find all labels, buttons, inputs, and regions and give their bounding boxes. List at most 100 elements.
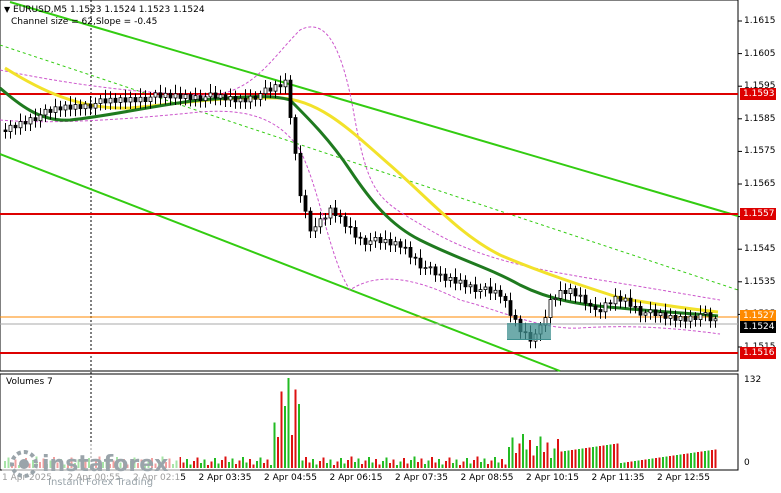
volume-bar <box>609 444 612 468</box>
time-axis-label: 2 Apr 10:15 <box>526 473 579 483</box>
volume-bar <box>305 457 307 468</box>
volume-bar <box>406 463 409 468</box>
volume-bar <box>280 391 283 468</box>
candle-body <box>403 246 408 249</box>
candle-body <box>98 98 103 104</box>
volume-bar <box>364 460 367 468</box>
candle-body <box>593 305 598 310</box>
volume-bar <box>515 453 517 468</box>
time-axis-label: 2 Apr 07:35 <box>395 473 448 483</box>
candle-body <box>638 305 643 316</box>
price-axis-ticks <box>738 20 742 348</box>
volume-bar <box>536 446 538 468</box>
time-axis-label: 2 Apr 11:35 <box>591 473 645 483</box>
volume-bar <box>312 459 314 468</box>
candle-body <box>443 273 448 281</box>
chart-header: ▼ EURUSD,M5 1.1523 1.1524 1.1523 1.1524 <box>4 4 205 16</box>
candle-body <box>243 97 248 103</box>
volume-bar <box>560 451 563 468</box>
candle-body <box>13 124 18 129</box>
volume-bar <box>298 404 300 468</box>
volume-bar <box>578 449 580 468</box>
volume-bar <box>221 460 223 468</box>
candle-body <box>658 312 663 317</box>
volume-bar <box>634 461 636 468</box>
channel-upper-line[interactable] <box>9 1 739 217</box>
candle-body <box>623 297 628 302</box>
volume-bar <box>354 462 356 468</box>
candle-body <box>118 97 123 103</box>
volume-bar <box>266 459 269 468</box>
candle-body <box>428 266 433 269</box>
volume-bar <box>550 458 552 468</box>
volume-bar <box>518 443 521 468</box>
volume-bar <box>417 462 419 468</box>
volume-bar <box>648 459 650 468</box>
volume-bar <box>228 462 230 468</box>
candle-body <box>238 97 243 103</box>
dropdown-triangle-icon[interactable]: ▼ <box>4 5 11 14</box>
candle-body <box>33 117 38 122</box>
volume-bar <box>287 378 290 468</box>
price-tag-current: 1.1524 <box>740 321 776 333</box>
volume-bar <box>273 422 276 468</box>
volume-bar <box>553 448 556 468</box>
volume-bar <box>217 463 220 468</box>
volume-bar <box>448 457 451 468</box>
volume-bar <box>693 452 696 468</box>
price-tag-resistance-mid: 1.1557 <box>740 208 776 220</box>
volume-bar <box>630 461 633 468</box>
time-axis-label: 2 Apr 12:55 <box>657 473 710 483</box>
candle-body <box>58 106 63 111</box>
volume-bar <box>347 460 349 468</box>
candle-body <box>113 97 118 103</box>
volume-bar <box>564 451 566 468</box>
candle-body <box>193 95 198 100</box>
candle-body <box>628 297 633 307</box>
candle-body <box>383 238 388 244</box>
volume-bar <box>532 455 535 468</box>
volume-bar <box>690 453 692 468</box>
volume-bar <box>599 446 601 468</box>
volume-bar <box>613 444 615 468</box>
volume-bar <box>252 464 255 468</box>
channel-lower-line[interactable] <box>0 153 561 372</box>
candle-body <box>348 225 353 228</box>
candle-body <box>73 104 78 110</box>
volume-bar <box>438 459 440 468</box>
volume-scale-min: 0 <box>744 458 750 468</box>
price-axis-label: 1.1575 <box>744 146 776 157</box>
indicator-line: Channel size = 62,Slope = -0.45 <box>11 17 158 27</box>
volume-bar <box>207 465 209 468</box>
volume-bar <box>651 458 654 468</box>
candle-body <box>418 257 423 269</box>
candle-body <box>223 94 228 101</box>
volume-bar <box>697 452 699 468</box>
candle-body <box>643 312 648 316</box>
candle-body <box>453 276 458 284</box>
candle-body <box>188 94 193 100</box>
candlesticks[interactable] <box>3 73 718 349</box>
volume-bar <box>420 458 423 468</box>
volume-bar <box>606 445 608 468</box>
candle-body <box>613 295 618 305</box>
volume-bar <box>277 437 279 468</box>
volume-bar <box>245 462 248 468</box>
candle-body <box>558 289 563 299</box>
volume-bar <box>571 450 573 468</box>
volume-bar <box>602 445 605 468</box>
volume-bar <box>256 461 258 468</box>
time-axis-label: 2 Apr 03:35 <box>198 473 252 483</box>
price-axis-label: 1.1585 <box>744 113 776 124</box>
volume-bar <box>529 440 531 468</box>
volume-bar <box>557 439 559 468</box>
volume-bar <box>641 460 643 468</box>
volume-bar <box>711 450 713 468</box>
signal-highlight-edge <box>507 339 551 340</box>
volume-bar <box>242 457 244 468</box>
candle-body <box>458 279 463 284</box>
candle-body <box>708 312 713 322</box>
volume-bar <box>203 459 206 468</box>
